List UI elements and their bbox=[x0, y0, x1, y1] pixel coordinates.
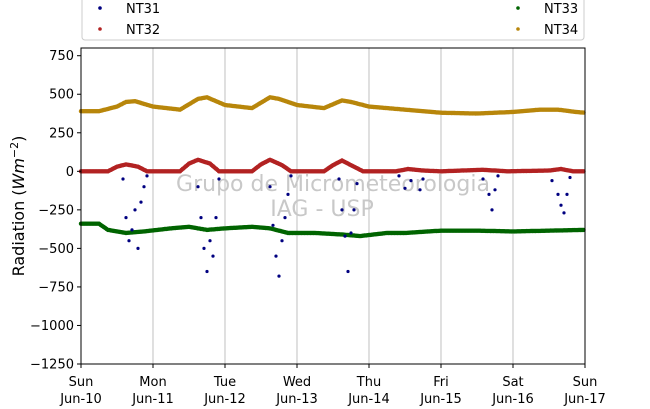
data-point bbox=[274, 254, 278, 258]
data-point bbox=[337, 177, 341, 181]
data-point bbox=[409, 179, 413, 183]
legend-marker bbox=[98, 6, 102, 10]
y-axis-label: Radiation (Wm−2) bbox=[8, 136, 28, 277]
x-tick-day: Fri bbox=[433, 375, 449, 390]
data-point bbox=[349, 231, 353, 235]
x-tick-date: Jun-11 bbox=[131, 392, 174, 407]
y-tick-label: −750 bbox=[38, 280, 74, 295]
plot-frame bbox=[80, 47, 586, 365]
data-point bbox=[562, 211, 566, 215]
legend-frame bbox=[81, 0, 585, 41]
y-tick-label: 750 bbox=[49, 49, 74, 64]
x-tick-day: Sun bbox=[573, 375, 598, 390]
x-axis: Sun Jun-10 Mon Jun-11 Tue Jun-12 Wed Jun-13 Thu J… bbox=[59, 364, 606, 407]
data-point bbox=[418, 188, 422, 192]
data-point bbox=[355, 182, 359, 186]
legend-marker bbox=[516, 27, 520, 31]
series-nt34 bbox=[78, 95, 586, 116]
data-point bbox=[565, 192, 569, 196]
data-point bbox=[214, 216, 218, 220]
watermark: Grupo de Micrometeorologia IAG - USP bbox=[176, 172, 490, 222]
data-point bbox=[397, 174, 401, 178]
data-point bbox=[199, 216, 203, 220]
data-point bbox=[421, 177, 425, 181]
legend-label: NT31 bbox=[126, 2, 160, 17]
x-tick-day: Thu bbox=[356, 375, 381, 390]
data-point bbox=[208, 239, 212, 243]
data-point bbox=[283, 216, 287, 220]
data-point bbox=[211, 254, 215, 258]
x-tick-date: Jun-12 bbox=[203, 392, 246, 407]
legend: NT31 NT32 NT33 NT34 bbox=[81, 0, 585, 41]
data-point bbox=[196, 185, 200, 189]
y-tick-label: 500 bbox=[49, 88, 74, 103]
legend-label: NT32 bbox=[126, 23, 160, 38]
data-point bbox=[493, 188, 497, 192]
data-point bbox=[133, 208, 137, 212]
x-tick-day: Sun bbox=[69, 375, 94, 390]
x-tick-date: Jun-17 bbox=[563, 392, 606, 407]
x-tick-date: Jun-10 bbox=[59, 392, 102, 407]
x-tick-day: Tue bbox=[213, 375, 236, 390]
data-point bbox=[289, 174, 293, 178]
y-tick-label: 250 bbox=[49, 126, 74, 141]
data-point bbox=[280, 239, 284, 243]
data-point bbox=[403, 186, 407, 190]
legend-marker bbox=[516, 6, 520, 10]
data-point bbox=[127, 239, 131, 243]
series-nt33 bbox=[78, 221, 586, 239]
data-point bbox=[286, 192, 290, 196]
x-tick-date: Jun-15 bbox=[419, 392, 462, 407]
watermark-line-2: IAG - USP bbox=[270, 197, 373, 222]
series-nt31 bbox=[121, 174, 572, 278]
y-axis: 750 500 250 0 −250 −500 −750 −1000 −1250 bbox=[30, 49, 81, 373]
series-nt32 bbox=[78, 157, 586, 174]
y-tick-label: −1250 bbox=[30, 358, 74, 373]
data-point bbox=[271, 223, 275, 227]
legend-label: NT34 bbox=[544, 23, 578, 38]
x-tick-date: Jun-13 bbox=[275, 392, 318, 407]
data-point bbox=[550, 179, 554, 183]
data-point bbox=[340, 208, 344, 212]
x-tick-day: Mon bbox=[139, 375, 166, 390]
data-point bbox=[217, 177, 221, 181]
data-point bbox=[481, 177, 485, 181]
y-tick-label: −500 bbox=[38, 242, 74, 257]
data-point bbox=[124, 216, 128, 220]
data-point bbox=[346, 269, 350, 274]
data-point bbox=[130, 228, 134, 232]
data-point bbox=[268, 185, 272, 189]
x-tick-date: Jun-16 bbox=[491, 392, 534, 407]
data-point bbox=[145, 174, 149, 178]
data-point bbox=[556, 192, 560, 196]
data-point bbox=[352, 208, 356, 212]
data-marks bbox=[78, 95, 586, 278]
data-point bbox=[487, 192, 491, 196]
grid-lines bbox=[152, 48, 514, 364]
data-point bbox=[568, 175, 572, 180]
data-point bbox=[496, 174, 500, 178]
data-point bbox=[142, 185, 146, 189]
watermark-line-1: Grupo de Micrometeorologia bbox=[176, 172, 490, 197]
legend-marker bbox=[98, 27, 102, 31]
legend-label: NT33 bbox=[544, 2, 578, 17]
x-tick-date: Jun-14 bbox=[347, 392, 390, 407]
data-point bbox=[277, 274, 281, 278]
y-tick-label: 0 bbox=[66, 165, 74, 180]
x-tick-day: Sat bbox=[502, 375, 523, 390]
y-tick-label: −1000 bbox=[30, 319, 74, 334]
data-point bbox=[490, 208, 494, 212]
data-point bbox=[202, 246, 206, 250]
data-point bbox=[343, 234, 347, 238]
data-point bbox=[121, 177, 125, 181]
data-point bbox=[559, 203, 563, 207]
x-tick-day: Wed bbox=[283, 375, 311, 390]
data-point bbox=[205, 269, 209, 274]
y-tick-label: −250 bbox=[38, 203, 74, 218]
data-point bbox=[139, 200, 143, 204]
data-point bbox=[136, 246, 140, 250]
